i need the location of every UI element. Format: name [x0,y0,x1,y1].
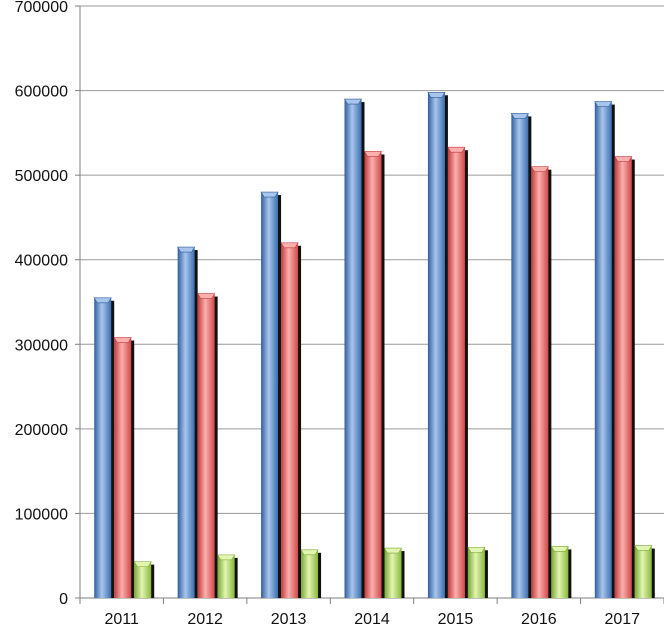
y-tick-label: 500000 [15,168,68,185]
bar-series1-2017 [594,101,615,599]
bar-series1-2011 [93,297,115,598]
bar-series2-2014 [363,151,385,598]
bar-series3-2016 [550,546,572,598]
bar-series3-2013 [300,549,322,598]
bar-series3-2012 [217,554,238,598]
y-tick-label: 200000 [15,422,68,439]
bar-series3-2014 [383,547,405,598]
bar-series1-2016 [510,113,532,599]
bar-series2-2015 [447,146,468,598]
y-tick-label: 0 [59,591,68,608]
bar-series3-2017 [634,545,655,598]
bar-series3-2011 [133,561,155,598]
x-tick-label: 2014 [354,611,390,628]
y-tick-labels: 0 100000 200000 300000 400000 500000 600000 700… [15,0,68,608]
bar-series2-2012 [197,293,218,598]
x-tick-label: 2011 [105,611,140,628]
x-tick-label: 2017 [604,611,640,628]
x-tick-labels: 2011 2012 2013 2014 2015 2016 2017 [105,611,641,628]
bar-series3-2015 [467,546,488,598]
bar-series1-2012 [177,246,198,598]
bar-series2-2013 [280,242,302,599]
bar-series1-2014 [343,98,365,599]
x-tick-label: 2012 [187,611,223,628]
y-tick-label: 700000 [15,0,68,16]
x-tick-label: 2015 [438,611,474,628]
bar-series1-2015 [427,91,448,599]
bar-series2-2016 [530,166,552,598]
y-tick-label: 400000 [15,253,68,270]
y-tick-label: 100000 [15,506,68,523]
x-tick-label: 2013 [271,611,307,628]
y-tick-label: 600000 [15,84,68,101]
y-tick-label: 300000 [15,337,68,354]
bar-series2-2017 [614,156,635,598]
bars [93,91,655,599]
bar-series1-2013 [260,191,282,599]
bar-series2-2011 [113,337,135,598]
x-tick-label: 2016 [521,611,557,628]
